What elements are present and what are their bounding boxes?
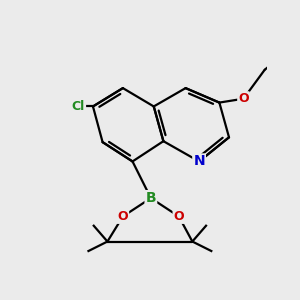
- Text: B: B: [146, 191, 156, 205]
- Text: O: O: [118, 210, 128, 223]
- Text: O: O: [238, 92, 249, 105]
- Text: Cl: Cl: [72, 100, 85, 113]
- Text: O: O: [173, 210, 184, 223]
- Text: N: N: [193, 154, 205, 168]
